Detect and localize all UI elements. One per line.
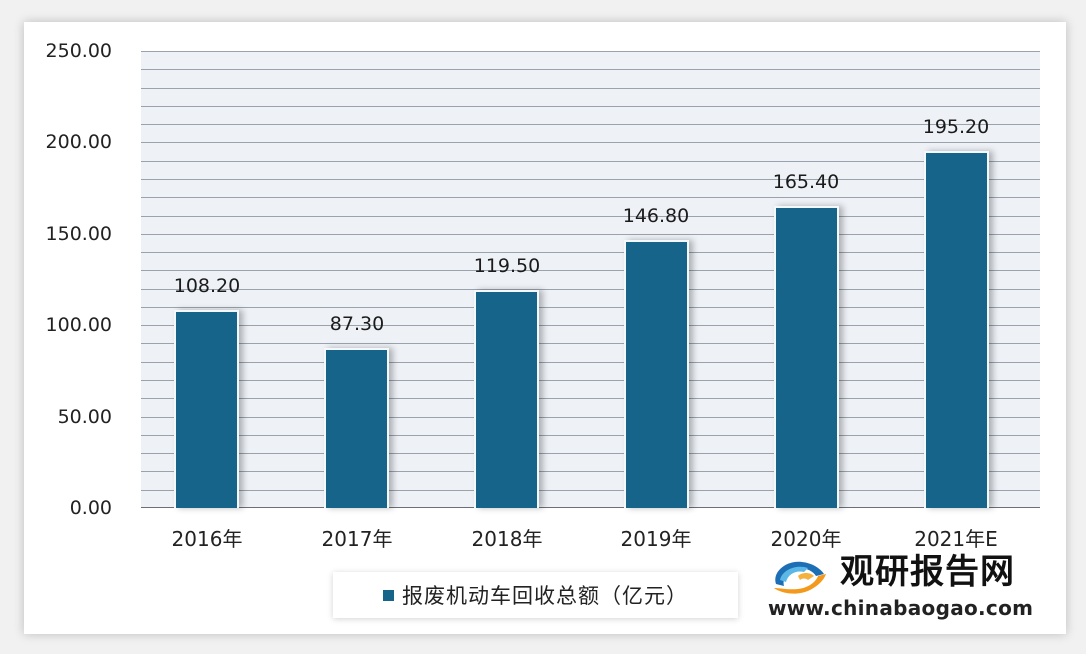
y-tick-label: 200.00	[45, 131, 112, 153]
gridline	[141, 453, 1040, 454]
x-tick-label: 2017年	[321, 527, 393, 551]
gridline	[141, 252, 1040, 253]
y-tick-label: 100.00	[45, 314, 112, 336]
gridline	[141, 417, 1040, 418]
gridline	[141, 142, 1040, 143]
bar-value-label: 146.80	[622, 205, 690, 227]
legend: 报废机动车回收总额（亿元）	[333, 572, 738, 618]
watermark-url: www.chinabaogao.com	[768, 596, 1034, 620]
gridline	[141, 88, 1040, 89]
gridline	[141, 216, 1040, 217]
x-tick-label: 2021年E	[914, 527, 998, 551]
gridline	[141, 270, 1040, 271]
gridline	[141, 343, 1040, 344]
watermark-title: 观研报告网	[840, 552, 1015, 592]
bar	[174, 310, 239, 508]
plot-area	[141, 51, 1040, 508]
bar-value-label: 119.50	[473, 255, 541, 277]
y-tick-label: 250.00	[45, 40, 112, 62]
y-tick-label: 0.00	[69, 497, 112, 519]
gridline	[141, 325, 1040, 326]
legend-label: 报废机动车回收总额（亿元）	[402, 584, 688, 608]
x-tick-label: 2018年	[471, 527, 543, 551]
bar-value-label: 87.30	[329, 313, 385, 335]
y-tick-label: 50.00	[57, 406, 112, 428]
gridline	[141, 124, 1040, 125]
gridline	[141, 289, 1040, 290]
gridline	[141, 161, 1040, 162]
bar	[324, 348, 389, 508]
gridline	[141, 362, 1040, 363]
y-tick-label: 150.00	[45, 223, 112, 245]
x-axis-line	[141, 507, 1040, 508]
gridline	[141, 197, 1040, 198]
gridline	[141, 106, 1040, 107]
chinabaogao-logo-icon	[774, 561, 826, 594]
gridline	[141, 490, 1040, 491]
legend-swatch	[383, 589, 394, 601]
x-tick-label: 2020年	[770, 527, 842, 551]
gridline	[141, 435, 1040, 436]
gridline	[141, 69, 1040, 70]
gridline	[141, 380, 1040, 381]
bar	[474, 290, 539, 508]
gridline	[141, 398, 1040, 399]
watermark-logo: 观研报告网 www.chinabaogao.com	[768, 550, 1068, 630]
gridline	[141, 51, 1040, 52]
bar	[924, 151, 989, 508]
bar-value-label: 108.20	[173, 275, 241, 297]
gridline	[141, 471, 1040, 472]
x-tick-label: 2019年	[620, 527, 692, 551]
bar-value-label: 165.40	[772, 171, 840, 193]
gridline	[141, 179, 1040, 180]
x-tick-label: 2016年	[171, 527, 243, 551]
bar-value-label: 195.20	[922, 116, 990, 138]
gridline	[141, 234, 1040, 235]
bar	[624, 240, 689, 508]
bar	[774, 206, 839, 508]
gridline	[141, 307, 1040, 308]
